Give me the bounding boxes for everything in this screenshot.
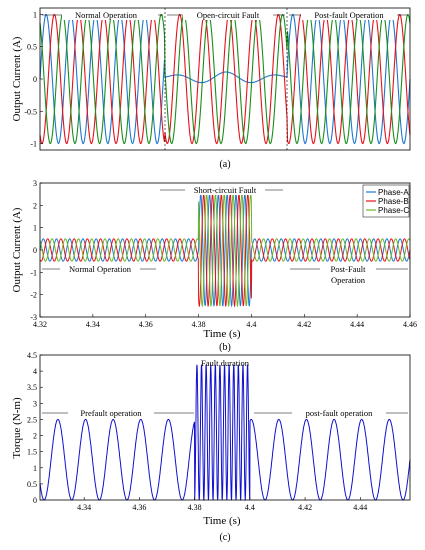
xtick-label: 4.4: [246, 320, 256, 329]
xtick-label: 4.44: [350, 320, 364, 329]
panel-a-annot-post: Post-fault Operation: [314, 10, 384, 20]
xtick-label: 4.36: [139, 320, 153, 329]
ytick-label: 1: [33, 464, 37, 473]
ytick-label: -1: [30, 140, 37, 149]
legend-phase-a: Phase-A: [378, 188, 409, 197]
ytick-label: 3: [33, 179, 37, 188]
panel-b-ylabel: Output Current (A): [11, 207, 23, 292]
panel-b-annot-bg-2: [60, 264, 140, 274]
panel-c-label: (c): [219, 532, 230, 543]
panel-b-series: [39, 192, 411, 308]
ytick-label: -2: [30, 291, 37, 300]
panel-a-annot-bg-3: [301, 10, 397, 20]
ytick-label: 1: [33, 224, 37, 233]
phase-b-line: [39, 192, 411, 308]
xtick-label: 4.42: [298, 503, 312, 512]
panel-b-annot-post-2: Operation: [331, 275, 366, 285]
ytick-label: 0.5: [27, 480, 37, 489]
ytick-label: 3.5: [27, 383, 37, 392]
torque-line: [39, 364, 411, 502]
ytick-label: 0: [33, 75, 37, 84]
panel-b-annot-post-1: Post-Fault: [331, 264, 367, 274]
xtick-label: 4.34: [86, 320, 100, 329]
panel-b-xticks: 4.32 4.34 4.36 4.38 4.4 4.42 4.44 4.46: [33, 314, 417, 329]
panel-c-ylabel: Torque (N-m): [11, 397, 23, 459]
panel-a-annot-fault: Open-circuit Fault: [197, 10, 260, 20]
panel-c: 4.5 4 3.5 3 2.5 2 1.5 1 0.5 0 4.34 4.36 4.38 4.4 4.42…: [11, 351, 411, 543]
panel-c-xticks: 4.34 4.36 4.38 4.4 4.42 4.44: [77, 497, 367, 512]
panel-a-ylabel: Output Current (A): [11, 36, 23, 121]
panel-c-xlabel: Time (s): [203, 515, 241, 527]
xtick-label: 4.36: [132, 503, 146, 512]
panel-b-annot-bg-1: [185, 185, 265, 195]
xtick-label: 4.34: [77, 503, 91, 512]
ytick-label: 2.5: [27, 415, 37, 424]
panel-a-annot-bg-1: [62, 10, 158, 20]
panel-b-xlabel: Time (s): [203, 328, 241, 340]
panel-c-frame: [39, 354, 411, 501]
panel-a-yticks: 1 0.5 0 -0.5 -1: [24, 10, 43, 149]
ytick-label: 4.5: [27, 351, 37, 360]
phase-a-line: [39, 192, 411, 308]
ytick-label: 4: [33, 367, 37, 376]
phase-c-line: [39, 13, 411, 145]
panel-c-annot-bg-2: [292, 408, 386, 418]
xtick-label: 4.46: [403, 320, 417, 329]
phase-c-line: [39, 192, 411, 308]
panel-c-annot-prefault: Prefault operation: [80, 408, 142, 418]
xtick-label: 4.42: [297, 320, 311, 329]
phase-b-line: [39, 13, 411, 145]
ytick-label: 2: [33, 432, 37, 441]
ytick-label: 2: [33, 201, 37, 210]
panel-c-annot-fault: Fault duration: [201, 358, 250, 368]
phase-a-line: [39, 13, 411, 145]
panel-c-annot-bg-1: [68, 408, 154, 418]
panel-a-label: (a): [219, 159, 230, 170]
panel-b-label: (b): [219, 342, 231, 353]
panel-b-legend: Phase-A Phase-B Phase-C: [362, 184, 409, 218]
panel-b-annot-fault: Short-circuit Fault: [194, 185, 257, 195]
xtick-label: 4.38: [188, 503, 202, 512]
panel-a-series: [39, 13, 411, 145]
xtick-label: 4.38: [192, 320, 206, 329]
panel-b-yticks: 3 2 1 0 -1 -2 -3: [30, 179, 43, 322]
ytick-label: -1: [30, 268, 37, 277]
legend-phase-b: Phase-B: [378, 197, 409, 206]
ytick-label: -0.5: [24, 107, 37, 116]
ytick-label: 3: [33, 399, 37, 408]
panel-c-series: [39, 364, 411, 502]
panel-c-annot-postfault: post-fault operation: [306, 408, 374, 418]
panel-a-annot-normal: Normal Operation: [75, 10, 138, 20]
panel-c-yticks: 4.5 4 3.5 3 2.5 2 1.5 1 0.5 0: [27, 351, 43, 505]
xtick-label: 4.44: [353, 503, 367, 512]
ytick-label: -3: [30, 313, 37, 322]
xtick-label: 4.4: [245, 503, 255, 512]
panel-b-annot-normal: Normal Operation: [69, 264, 132, 274]
ytick-label: 0: [33, 496, 37, 505]
ytick-label: 0.5: [27, 43, 37, 52]
ytick-label: 1.5: [27, 448, 37, 457]
panel-a: 1 0.5 0 -0.5 -1 Output Current (A) Normal Op…: [11, 7, 411, 170]
panel-a-annot-bg-2: [183, 10, 273, 20]
panel-a-frame: [39, 7, 411, 151]
ytick-label: 1: [33, 10, 37, 19]
panel-b-annot-bg-3: [320, 264, 376, 288]
ytick-label: 0: [33, 246, 37, 255]
xtick-label: 4.32: [33, 320, 47, 329]
legend-phase-c: Phase-C: [378, 206, 409, 215]
